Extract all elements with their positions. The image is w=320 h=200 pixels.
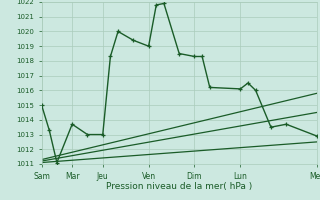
X-axis label: Pression niveau de la mer( hPa ): Pression niveau de la mer( hPa ) bbox=[106, 182, 252, 191]
